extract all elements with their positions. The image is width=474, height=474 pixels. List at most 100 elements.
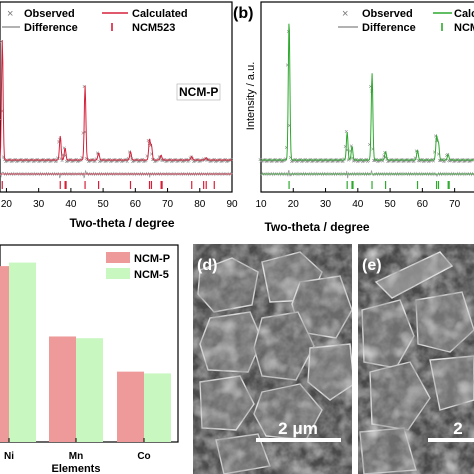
observed-marker: ×	[303, 157, 307, 164]
bar-ncm-5-co	[144, 373, 171, 442]
observed-marker: ×	[112, 157, 116, 164]
panel-b-letter: (b)	[233, 5, 253, 22]
observed-marker: ×	[132, 159, 136, 166]
observed-marker: ×	[421, 159, 425, 166]
observed-marker: ×	[418, 158, 422, 165]
observed-marker: ×	[289, 159, 293, 166]
legend-observed-marker: ×	[342, 8, 348, 20]
observed-marker: ×	[465, 157, 469, 164]
observed-marker: ×	[209, 159, 213, 166]
observed-marker: ×	[161, 158, 165, 165]
observed-marker: ×	[35, 157, 39, 164]
observed-marker: ×	[217, 157, 221, 164]
observed-marker: ×	[187, 158, 191, 165]
observed-marker: ×	[195, 157, 199, 164]
observed-marker: ×	[60, 158, 64, 165]
observed-marker: ×	[374, 157, 378, 164]
observed-marker: ×	[65, 159, 69, 166]
observed-marker: ×	[116, 158, 120, 165]
observed-marker: ×	[271, 158, 275, 165]
observed-marker: ×	[80, 155, 84, 162]
observed-marker: ×	[455, 157, 459, 164]
observed-marker: ×	[75, 159, 79, 166]
observed-marker: ×	[92, 159, 96, 166]
observed-marker: ×	[460, 157, 464, 164]
observed-marker: ×	[445, 153, 449, 160]
observed-marker: ×	[311, 159, 315, 166]
observed-marker: ×	[388, 158, 392, 165]
observed-marker: ×	[449, 158, 453, 165]
observed-marker: ×	[296, 159, 300, 166]
legend-observed-label: Observed	[24, 8, 75, 20]
observed-marker: ×	[285, 62, 289, 69]
observed-marker: ×	[347, 157, 351, 164]
x-tick-label-co: Co	[137, 451, 150, 462]
observed-marker: ×	[288, 155, 292, 162]
observed-marker: ×	[197, 159, 201, 166]
observed-marker: ×	[386, 159, 390, 166]
observed-marker: ×	[86, 159, 90, 166]
observed-marker: ×	[414, 148, 418, 155]
observed-marker: ×	[362, 158, 366, 165]
observed-marker: ×	[377, 159, 381, 166]
observed-marker: ×	[335, 159, 339, 166]
observed-marker: ×	[298, 157, 302, 164]
observed-marker: ×	[46, 157, 50, 164]
observed-marker: ×	[401, 159, 405, 166]
panel-b-x-axis-title: Two-theta / degree	[264, 220, 369, 234]
observed-marker: ×	[111, 158, 115, 165]
observed-marker: ×	[68, 157, 72, 164]
observed-marker: ×	[77, 159, 81, 166]
observed-marker: ×	[101, 157, 105, 164]
observed-marker: ×	[211, 157, 215, 164]
observed-marker: ×	[281, 158, 285, 165]
observed-marker: ×	[100, 158, 104, 165]
observed-marker: ×	[16, 159, 20, 166]
panel-e-letter: (e)	[362, 257, 382, 274]
observed-marker: ×	[61, 153, 65, 160]
observed-marker: ×	[315, 159, 319, 166]
observed-marker: ×	[331, 159, 335, 166]
observed-marker: ×	[417, 159, 421, 166]
observed-marker: ×	[391, 159, 395, 166]
observed-marker: ×	[227, 158, 231, 165]
observed-marker: ×	[267, 157, 271, 164]
observed-marker: ×	[59, 156, 63, 163]
observed-marker: ×	[259, 159, 263, 166]
x-tick-label: 40	[352, 199, 364, 210]
observed-marker: ×	[416, 158, 420, 165]
observed-marker: ×	[28, 158, 32, 165]
observed-marker: ×	[399, 157, 403, 164]
observed-marker: ×	[344, 129, 348, 136]
legend-difference-label: Difference	[24, 22, 78, 34]
observed-marker: ×	[162, 157, 166, 164]
observed-marker: ×	[83, 130, 87, 137]
observed-marker: ×	[384, 155, 388, 162]
observed-marker: ×	[155, 158, 159, 165]
observed-marker: ×	[427, 159, 431, 166]
observed-marker: ×	[125, 159, 129, 166]
observed-marker: ×	[7, 157, 11, 164]
observed-marker: ×	[88, 159, 92, 166]
x-tick-label: 90	[226, 199, 238, 210]
sem-highlights-e	[358, 244, 474, 474]
observed-marker: ×	[266, 158, 270, 165]
observed-marker: ×	[287, 123, 291, 130]
legend-observed-marker: ×	[7, 8, 13, 20]
observed-marker: ×	[454, 158, 458, 165]
observed-marker: ×	[302, 158, 306, 165]
x-tick-label: 60	[130, 199, 142, 210]
observed-marker: ×	[220, 159, 224, 166]
observed-marker: ×	[282, 157, 286, 164]
legend-swatch-ncm-p	[106, 252, 130, 263]
bar-ncm-5-ni	[9, 262, 36, 442]
observed-marker: ×	[276, 158, 280, 165]
observed-marker: ×	[444, 157, 448, 164]
observed-marker: ×	[408, 158, 412, 165]
panel-b-axes-frame	[260, 1, 474, 193]
panel-a-axes-frame	[0, 1, 233, 193]
x-tick-label-ni: Ni	[4, 451, 14, 462]
observed-marker: ×	[12, 157, 16, 164]
panel-a-difference-line	[0, 169, 233, 179]
legend-label-ncm-p: NCM-P	[134, 253, 170, 265]
